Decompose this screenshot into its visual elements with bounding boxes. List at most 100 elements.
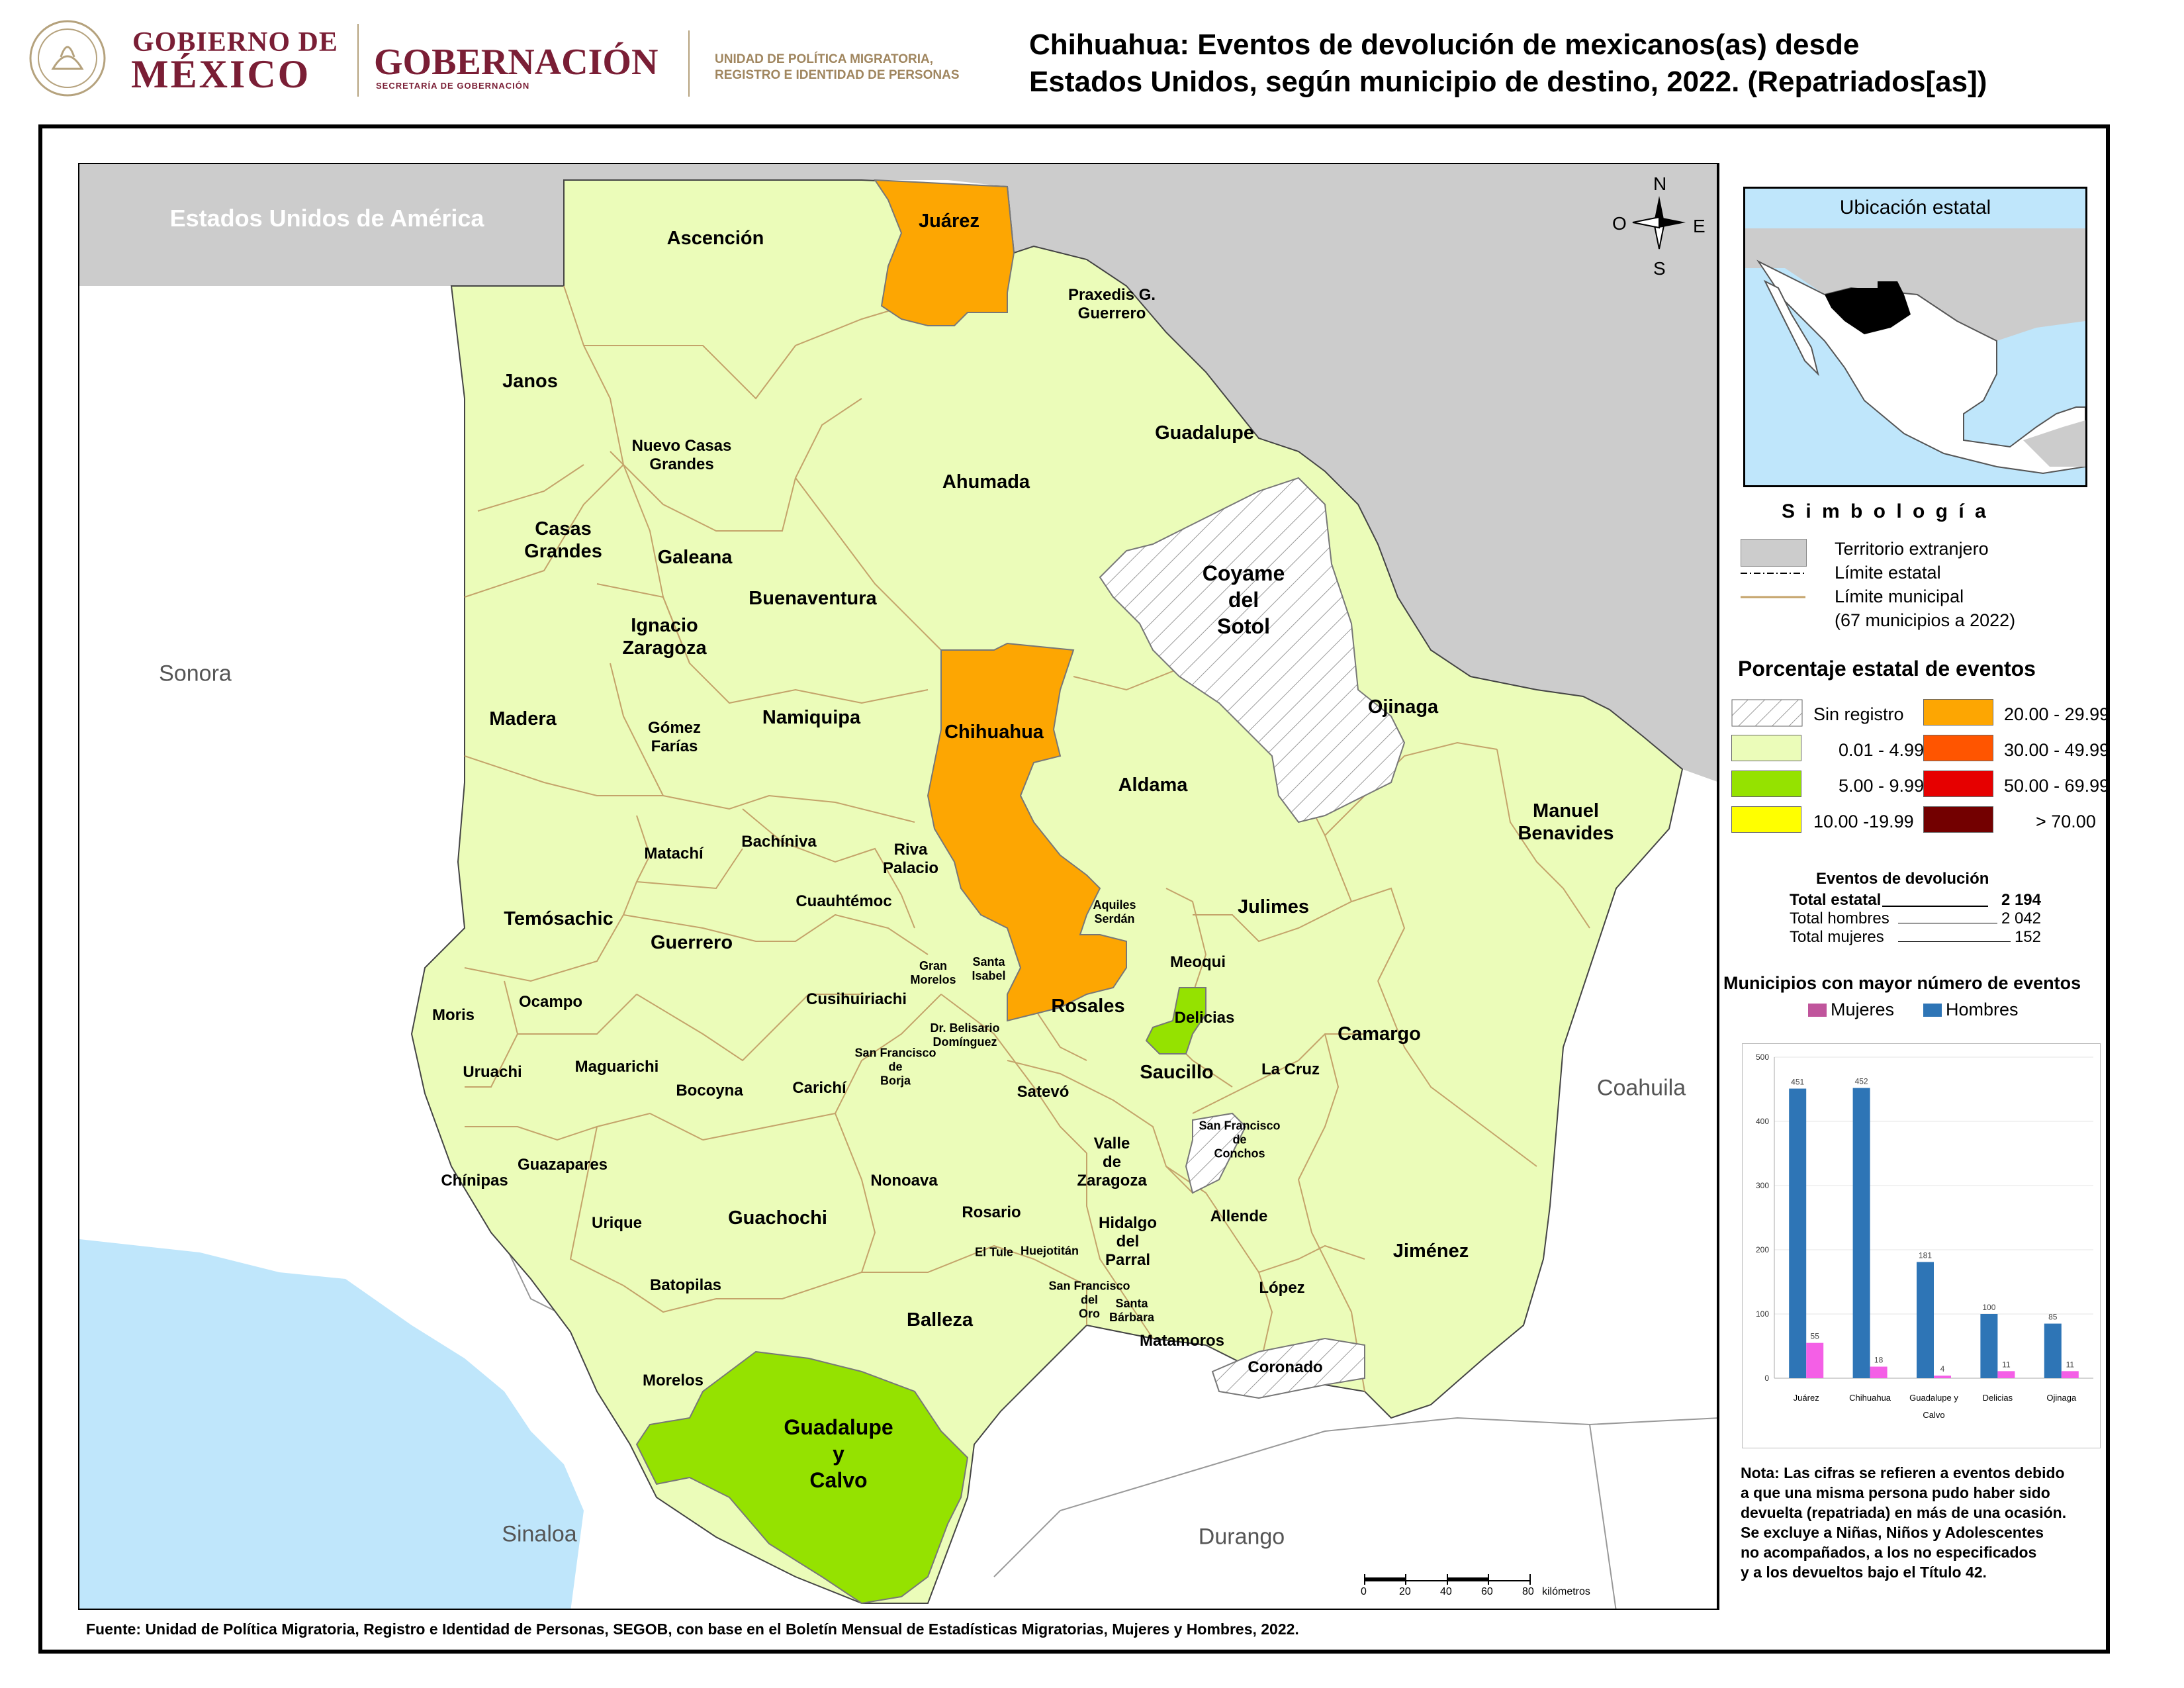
total-estatal-row: Total estatal 2 194 (1790, 891, 2041, 910)
label-temosachic: Temósachic (504, 908, 614, 929)
label-ojinaga: Ojinaga (1367, 696, 1439, 718)
y-tick-label: 300 (1756, 1181, 1769, 1190)
label-manuel-benavides: Manuel Benavides (1518, 800, 1614, 844)
compass-s: S (1653, 258, 1666, 279)
label-bocoyna: Bocoyna (676, 1082, 743, 1100)
scale-80: 80 (1522, 1586, 1534, 1597)
region-sonora: Sonora (159, 661, 232, 686)
note-line2: a que una misma persona pudo haber sido (1741, 1484, 2050, 1501)
label-bachiniva: Bachíniva (741, 833, 817, 851)
label-coronado: Coronado (1248, 1358, 1323, 1376)
bar-hombres (1789, 1088, 1807, 1378)
bar-mujeres (2061, 1371, 2079, 1378)
label-chihuahua: Chihuahua (944, 722, 1044, 743)
bar-mujeres (1934, 1376, 1951, 1378)
title-line2: Estados Unidos, según municipio de desti… (1029, 66, 1987, 98)
compass-n: N (1653, 173, 1667, 194)
label-morelos: Morelos (642, 1372, 704, 1389)
total-mujeres-label: Total mujeres (1790, 928, 1884, 946)
note-line6: y a los devueltos bajo el Título 42. (1741, 1564, 1987, 1581)
unidad-line1: UNIDAD DE POLÍTICA MIGRATORIA, (715, 52, 934, 66)
label-gran-morelos: Gran Morelos (910, 959, 956, 986)
percent-legend-title: Porcentaje estatal de eventos (1738, 657, 2036, 680)
label-saucillo: Saucillo (1140, 1062, 1214, 1083)
north-arrow-icon (1632, 196, 1686, 250)
juarez-municipio (874, 179, 1015, 326)
label-allende: Allende (1210, 1207, 1268, 1225)
label-aldama: Aldama (1118, 774, 1188, 796)
legend-mujeres-swatch (1808, 1004, 1827, 1017)
y-tick-label: 100 (1756, 1309, 1769, 1319)
total-mujeres-value: 152 (2014, 928, 2041, 946)
legend-label-1: 0.01 - 4.99 (1839, 740, 1925, 760)
chart-title: Municipios con mayor número de eventos (1723, 973, 2081, 993)
panel-separator (1718, 163, 1719, 1610)
label-el-tule: El Tule (975, 1245, 1013, 1259)
label-valle-zaragoza: Valle de Zaragoza (1077, 1135, 1147, 1190)
total-estatal-value: 2 194 (2001, 891, 2041, 909)
foreign-label: Territorio extranjero (1835, 539, 1989, 559)
x-tick-label: Juárez (1794, 1393, 1819, 1403)
legend-label-6: 50.00 - 69.99 (2004, 776, 2110, 796)
label-cuauhtemoc: Cuauhtémoc (796, 892, 892, 910)
chihuahua-map (79, 164, 1717, 1609)
label-batopilas: Batopilas (649, 1276, 722, 1294)
inset-map: Ubicación estatal (1743, 187, 2087, 487)
label-carichi: Carichí (792, 1079, 846, 1097)
sf-conchos-municipio (1185, 1112, 1247, 1194)
label-balleza: Balleza (907, 1309, 973, 1331)
data-label-mujeres: 11 (2002, 1360, 2011, 1369)
bar-mujeres (1997, 1371, 2015, 1378)
data-label-hombres: 452 (1855, 1077, 1868, 1086)
label-santa-barbara: Santa Bárbara (1109, 1297, 1155, 1324)
data-label-mujeres: 4 (1940, 1364, 1945, 1374)
government-header: GOBIERNO DE MÉXICO GOBERNACIÓN SECRETARÍ… (26, 17, 993, 103)
data-label-hombres: 451 (1791, 1078, 1804, 1087)
region-durango: Durango (1198, 1524, 1285, 1550)
compass-e: E (1693, 216, 1706, 236)
bar-hombres (1852, 1088, 1870, 1378)
scale-bar (1364, 1574, 1531, 1585)
label-buenaventura: Buenaventura (749, 588, 877, 609)
swatch-7 (1923, 806, 1993, 833)
data-label-hombres: 181 (1919, 1250, 1932, 1260)
label-guerrero: Guerrero (650, 932, 733, 953)
usa-territory (79, 164, 1717, 782)
legend-label-0: Sin registro (1813, 704, 1904, 724)
label-camargo: Camargo (1338, 1023, 1421, 1045)
label-sf-oro: San Francisco del Oro (1048, 1279, 1130, 1321)
state-limit-label: Límite estatal (1835, 563, 1941, 583)
note-line4: Se excluye a Niñas, Niños y Adolescentes (1741, 1524, 2044, 1541)
label-madera: Madera (489, 708, 557, 729)
label-jimenez: Jiménez (1392, 1241, 1469, 1262)
label-hidalgo-parral: Hidalgo del Parral (1099, 1214, 1157, 1269)
legend-label-4: 20.00 - 29.99 (2004, 704, 2110, 724)
state-limit-line (1741, 573, 1805, 574)
label-nuevo-casas-grandes: Nuevo Casas Grandes (631, 437, 732, 473)
mexico-seal-icon (29, 20, 106, 97)
note-line3: devuelta (repatriada) en más de una ocas… (1741, 1504, 2067, 1521)
swatch-2 (1731, 771, 1801, 797)
total-estatal-label: Total estatal (1790, 891, 1882, 909)
label-sf-conchos: San Francisco de Conchos (1199, 1119, 1281, 1160)
compass-o: O (1612, 213, 1627, 234)
label-gomez-farias: Gómez Farías (647, 719, 702, 755)
label-moris: Moris (432, 1006, 475, 1024)
inset-mexico-map (1745, 228, 2085, 475)
label-chinipas: Chínipas (441, 1172, 508, 1190)
legend-hombres-label: Hombres (1946, 1000, 2019, 1019)
bar-hombres (1917, 1262, 1934, 1378)
scale-60: 60 (1481, 1586, 1493, 1597)
header-divider (357, 24, 359, 97)
map-panel: Estados Unidos de América Sonora Coahuil… (78, 163, 1718, 1610)
label-matamoros: Matamoros (1139, 1332, 1225, 1350)
label-lopez: López (1259, 1279, 1305, 1297)
x-tick-label: Ojinaga (2046, 1393, 2077, 1403)
bar-mujeres (1870, 1366, 1888, 1378)
label-rosales: Rosales (1051, 996, 1125, 1017)
legend-label-5: 30.00 - 49.99 (2004, 740, 2110, 760)
swatch-1 (1731, 735, 1801, 761)
coyame-municipio (1099, 477, 1406, 823)
label-matachi: Matachí (644, 845, 704, 863)
label-ocampo: Ocampo (518, 993, 583, 1011)
